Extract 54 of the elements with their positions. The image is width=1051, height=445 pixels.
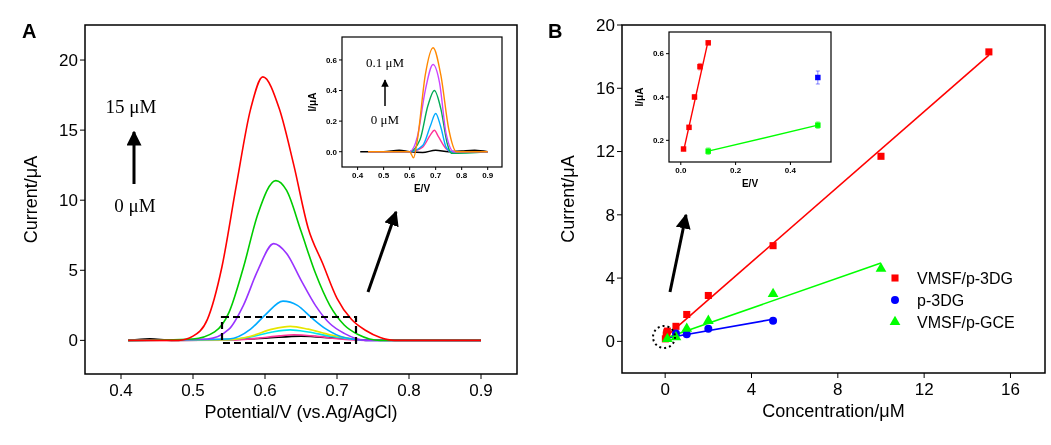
y-axis-title: I/μA: [634, 87, 645, 107]
x-tick-label: 0.4: [352, 171, 364, 180]
x-tick-label: 0.6: [253, 381, 277, 400]
y-tick-label: 0.6: [325, 55, 338, 65]
annotation: 0 μM: [370, 112, 400, 127]
annotation: 15 μM: [105, 96, 157, 117]
y-tick-label: 16: [596, 79, 615, 99]
y-tick-label: 20: [59, 50, 78, 70]
x-tick-label: 0.8: [456, 171, 468, 180]
annotation: 0.1 μM: [365, 55, 405, 70]
x-tick-label: 0.4: [109, 381, 133, 400]
x-tick-label: 4: [746, 380, 757, 399]
x-tick-label: 0.7: [430, 171, 442, 180]
y-tick-label: 20: [596, 15, 615, 35]
x-tick-label: 0.9: [482, 171, 494, 180]
y-tick-label: 0: [605, 332, 615, 352]
x-tick-label: 0.2: [730, 166, 742, 175]
x-tick-label: 0.6: [404, 171, 416, 180]
annotation: 0 μM: [114, 195, 156, 216]
x-tick-label: 0.8: [397, 381, 421, 400]
x-tick-label: 12: [914, 380, 934, 399]
y-tick-label: 0.6: [652, 49, 665, 59]
y-tick-label: 0.4: [652, 92, 665, 102]
legend-label: p-3DG: [917, 291, 965, 309]
x-tick-label: 0.5: [378, 171, 390, 180]
x-tick-label: 0.0: [675, 166, 687, 175]
legend-label: VMSF/p-GCE: [917, 313, 1015, 331]
y-axis-title: Current/μA: [558, 155, 578, 243]
y-tick-label: 5: [68, 261, 78, 281]
x-tick-label: 0.9: [469, 381, 493, 400]
text: A: [22, 20, 37, 42]
text: B: [548, 20, 563, 42]
y-tick-label: 0.4: [325, 86, 338, 96]
x-axis-title: E/V: [741, 178, 759, 189]
x-axis-title: E/V: [413, 183, 431, 194]
y-tick-label: 15: [59, 121, 78, 141]
y-axis-title: Current/μA: [21, 155, 41, 244]
y-tick-label: 10: [59, 191, 78, 211]
x-axis-title: Potential/V (vs.Ag/AgCl): [204, 402, 398, 422]
legend-label: VMSF/p-3DG: [917, 269, 1014, 287]
y-tick-label: 0.2: [652, 136, 665, 146]
x-tick-label: 8: [833, 380, 843, 399]
y-tick-label: 0: [68, 331, 78, 351]
y-tick-label: 0.2: [325, 116, 338, 126]
x-axis-title: Concentration/μM: [762, 401, 905, 421]
y-tick-label: 8: [605, 205, 615, 225]
x-tick-label: 0.4: [784, 166, 797, 175]
x-tick-label: 16: [1001, 380, 1020, 399]
x-tick-label: 0.5: [181, 381, 205, 400]
x-tick-label: 0.7: [325, 381, 349, 400]
y-tick-label: 0.0: [325, 147, 338, 157]
y-axis-title: I/μA: [307, 92, 318, 112]
y-tick-label: 4: [605, 269, 615, 289]
y-tick-label: 12: [596, 142, 615, 162]
